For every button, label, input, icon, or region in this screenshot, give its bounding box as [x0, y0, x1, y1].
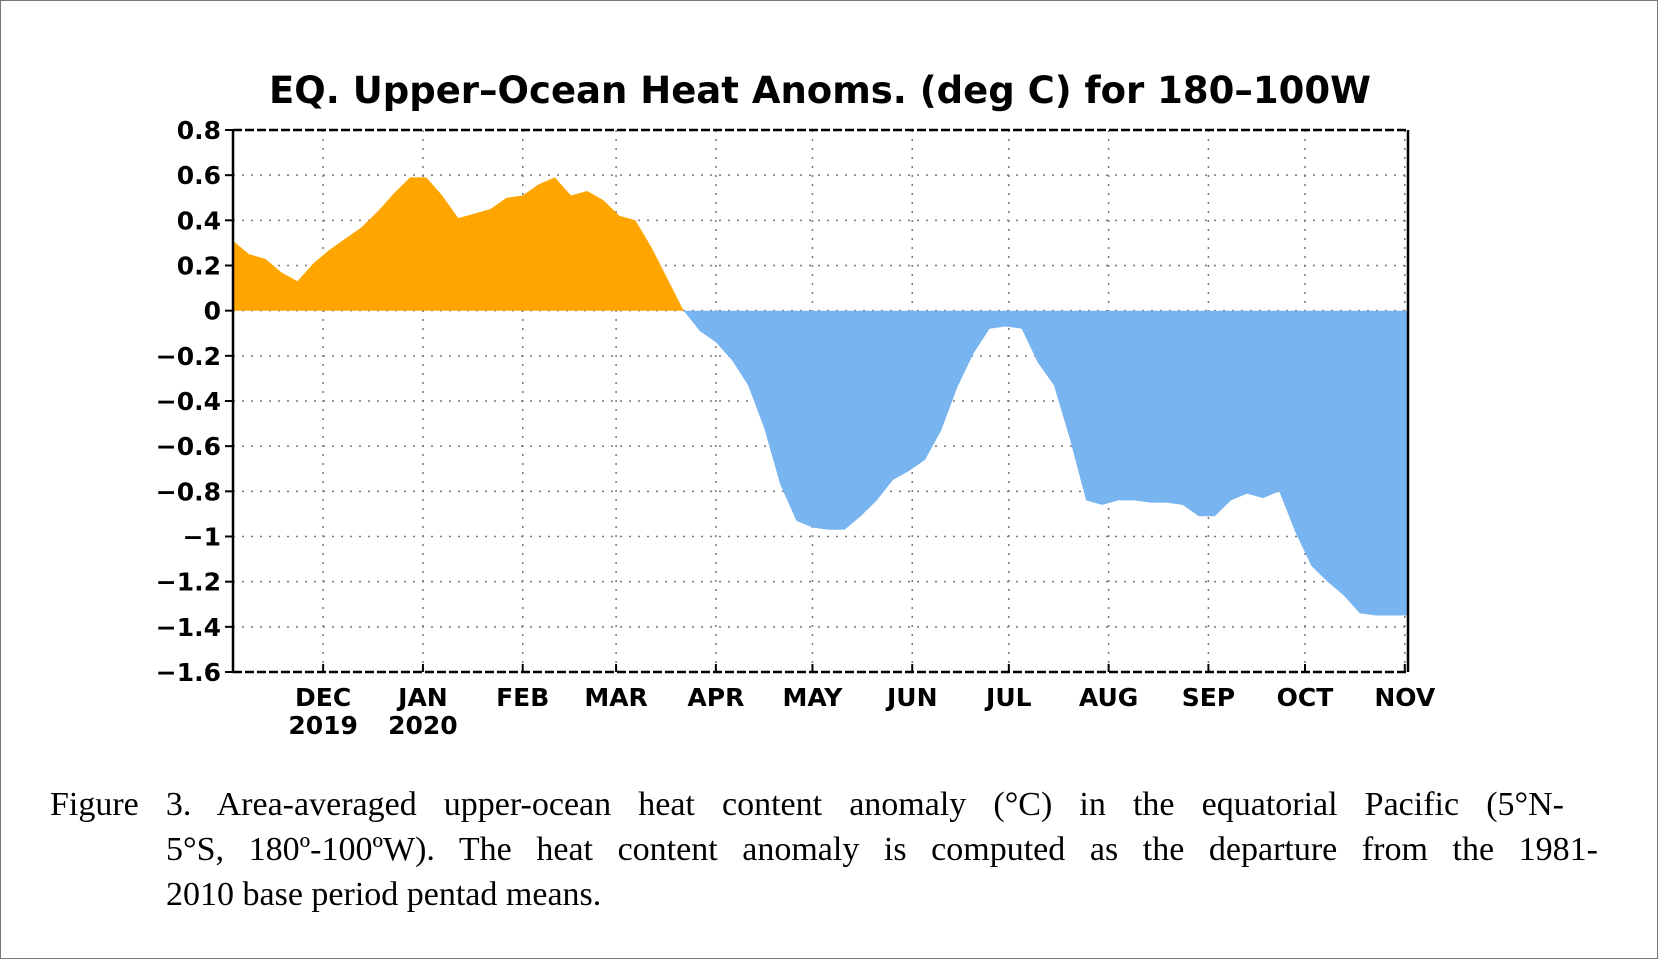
y-tick-label: −1: [183, 523, 221, 552]
y-tick-label: −1.2: [156, 568, 221, 597]
caption-line-3: 2010 base period pentad means.: [166, 876, 602, 913]
x-tick-label: JAN: [396, 683, 448, 712]
x-tick-label: AUG: [1079, 683, 1138, 712]
x-tick-label: JUL: [984, 683, 1032, 712]
x-tick-year-label: 2019: [288, 711, 358, 740]
y-tick-label: −1.4: [156, 613, 221, 642]
anomaly-areas: [233, 177, 1408, 616]
x-tick-label: OCT: [1277, 683, 1334, 712]
negative-anomaly-area: [233, 310, 1408, 616]
y-tick-label: 0.6: [177, 161, 221, 190]
x-tick-label: MAY: [782, 683, 843, 712]
x-tick-label: NOV: [1374, 683, 1436, 712]
y-tick-label: −0.4: [156, 387, 221, 416]
y-tick-label: 0: [204, 297, 221, 326]
chart: EQ. Upper–Ocean Heat Anoms. (deg C) for …: [156, 69, 1436, 740]
y-tick-label: 0.2: [177, 252, 221, 281]
x-tick-year-label: 2020: [388, 711, 458, 740]
y-tick-label: 0.4: [177, 206, 221, 235]
y-tick-label: 0.8: [177, 116, 221, 145]
x-tick-label: APR: [687, 683, 744, 712]
chart-title: EQ. Upper–Ocean Heat Anoms. (deg C) for …: [269, 69, 1371, 112]
x-tick-label: SEP: [1182, 683, 1235, 712]
y-tick-label: −0.8: [156, 477, 221, 506]
x-tick-label: JUN: [885, 683, 938, 712]
x-tick-label: FEB: [496, 683, 549, 712]
x-tick-label: DEC: [295, 683, 351, 712]
caption-line-2: 5°S, 180º-100ºW). The heat content anoma…: [166, 831, 1598, 868]
figure-caption: Figure 3. Area-averaged upper-ocean heat…: [50, 782, 1598, 917]
caption-line-1: Figure 3. Area-averaged upper-ocean heat…: [50, 786, 1564, 823]
y-tick-label: −1.6: [156, 658, 221, 687]
y-axis-ticks: 0.8 0.6 0.4 0.2 0 −0.2 −0.4 −0.6 −0.8 −1 −1.2 −1.4 −…: [156, 116, 233, 687]
y-tick-label: −0.6: [156, 432, 221, 461]
x-tick-label: MAR: [584, 683, 647, 712]
positive-anomaly-area: [233, 177, 1408, 311]
y-tick-label: −0.2: [156, 342, 221, 371]
